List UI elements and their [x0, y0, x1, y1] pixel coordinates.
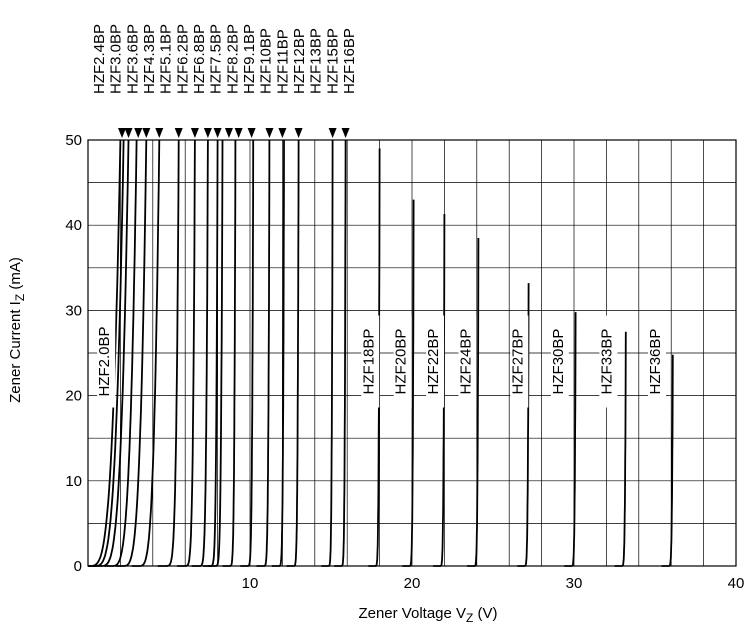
label-backdrop: [97, 315, 116, 408]
curve-hzf16bp: [334, 139, 347, 567]
y-tick-label: 0: [74, 558, 82, 575]
top-series-label: HZF7.5BP: [208, 24, 225, 94]
top-series-label: HZF16BP: [341, 28, 358, 94]
pointer-arrow: [341, 128, 350, 138]
label-backdrop: [648, 315, 666, 408]
top-series-label: HZF4.3BP: [141, 24, 158, 94]
y-tick-label: 20: [65, 388, 82, 405]
inline-series-label: HZF27BP: [509, 329, 526, 395]
y-tick-label: 10: [65, 473, 82, 490]
pointer-arrow: [278, 128, 287, 138]
x-tick-label: 40: [728, 575, 745, 592]
curve-hzf18bp: [368, 148, 381, 567]
curve-hzf22bp: [433, 214, 446, 567]
curve-hzf33bp: [614, 331, 627, 567]
pointer-arrow: [294, 128, 303, 138]
labels: HZF2.4BP HZF3.0BP HZF3.6BP HZF4.3BP HZF5.1BP…: [91, 24, 666, 408]
curve-hzf13bp: [286, 139, 300, 567]
top-series-label: HZF2.4BP: [91, 24, 108, 94]
inline-series-label: HZF33BP: [598, 329, 615, 395]
pointer-arrow: [134, 128, 143, 138]
curve-hzf5-1bp: [131, 139, 161, 567]
top-series-label: HZF9.1BP: [241, 24, 258, 94]
curve-hzf10bp: [222, 139, 237, 567]
curve-hzf4-3bp: [115, 139, 148, 567]
curve-hzf6-2bp: [157, 139, 180, 567]
pointer-arrow: [155, 128, 164, 138]
inline-series-label: HZF18BP: [360, 329, 377, 395]
y-tick-label: 50: [65, 132, 82, 149]
inline-series-label: HZF20BP: [393, 329, 410, 395]
top-series-label: HZF5.1BP: [158, 24, 175, 94]
label-backdrop: [458, 315, 477, 408]
pointer-arrow: [142, 128, 151, 138]
pointer-arrow: [247, 128, 256, 138]
top-series-label: HZF6.8BP: [191, 24, 208, 94]
top-series-label: HZF11BP: [274, 29, 291, 94]
pointer-arrow: [213, 128, 222, 138]
curve-hzf27bp: [517, 283, 530, 567]
curves: [88, 139, 674, 567]
y-tick-label: 30: [65, 302, 82, 319]
grid: [88, 140, 736, 566]
top-series-label: HZF8.2BP: [224, 24, 241, 94]
curve-hzf3-0bp: [92, 139, 130, 567]
top-series-label: HZF13BP: [308, 28, 325, 94]
y-tick-label: 40: [65, 217, 82, 234]
label-backdrop: [550, 315, 569, 408]
top-series-label: HZF6.2BP: [174, 24, 191, 94]
inline-series-label: HZF30BP: [550, 329, 567, 395]
curve-hzf3-6bp: [104, 139, 138, 567]
inline-series-label: HZF22BP: [425, 329, 442, 395]
pointer-arrow: [174, 128, 183, 138]
label-backdrop: [426, 315, 445, 408]
top-arrows: [118, 128, 350, 138]
x-tick-label: 30: [566, 575, 583, 592]
top-series-label: HZF10BP: [258, 28, 275, 94]
inline-series-label: HZF36BP: [647, 329, 664, 395]
inline-series-label: HZF24BP: [457, 329, 474, 395]
plot-frame: [87, 139, 737, 567]
curve-hzf7-5bp: [191, 139, 209, 567]
label-backdrop: [393, 315, 412, 408]
top-series-label: HZF3.0BP: [108, 24, 125, 94]
pointer-arrow: [234, 128, 243, 138]
y-axis-label: Zener Current IZ (mA): [7, 257, 27, 403]
top-series-label: HZF3.6BP: [124, 24, 141, 94]
curve-hzf24bp: [467, 237, 480, 567]
inline-series-label: HZF2.0BP: [96, 327, 113, 397]
label-backdrop: [510, 315, 529, 408]
x-axis-label: Zener Voltage VZ (V): [358, 605, 497, 625]
curve-hzf36bp: [661, 354, 674, 567]
curve-hzf6-8bp: [177, 139, 196, 567]
pointer-arrow: [118, 128, 127, 138]
pointer-arrow: [265, 128, 274, 138]
x-tick-label: 20: [404, 575, 421, 592]
curve-hzf11bp: [240, 139, 255, 567]
pointer-arrow: [190, 128, 199, 138]
curve-hzf20bp: [402, 199, 415, 567]
curve-hzf30bp: [564, 312, 577, 567]
curve-hzf12bp: [256, 139, 271, 567]
pointer-arrow: [124, 128, 133, 138]
x-tick-label: 10: [242, 575, 259, 592]
top-series-label: HZF12BP: [291, 28, 308, 94]
pointer-arrow: [224, 128, 233, 138]
label-backdrop: [361, 315, 380, 408]
curve-hzf9-1bp: [207, 139, 224, 567]
curve-hzf13bp: [271, 139, 285, 567]
label-backdrop: [599, 315, 618, 408]
axes: 10 20 30 40 0 10 20 30 40 50: [65, 132, 744, 592]
curve-hzf15bp: [321, 139, 334, 567]
pointer-arrow: [328, 128, 337, 138]
top-series-label: HZF15BP: [324, 28, 341, 94]
pointer-arrow: [203, 128, 212, 138]
